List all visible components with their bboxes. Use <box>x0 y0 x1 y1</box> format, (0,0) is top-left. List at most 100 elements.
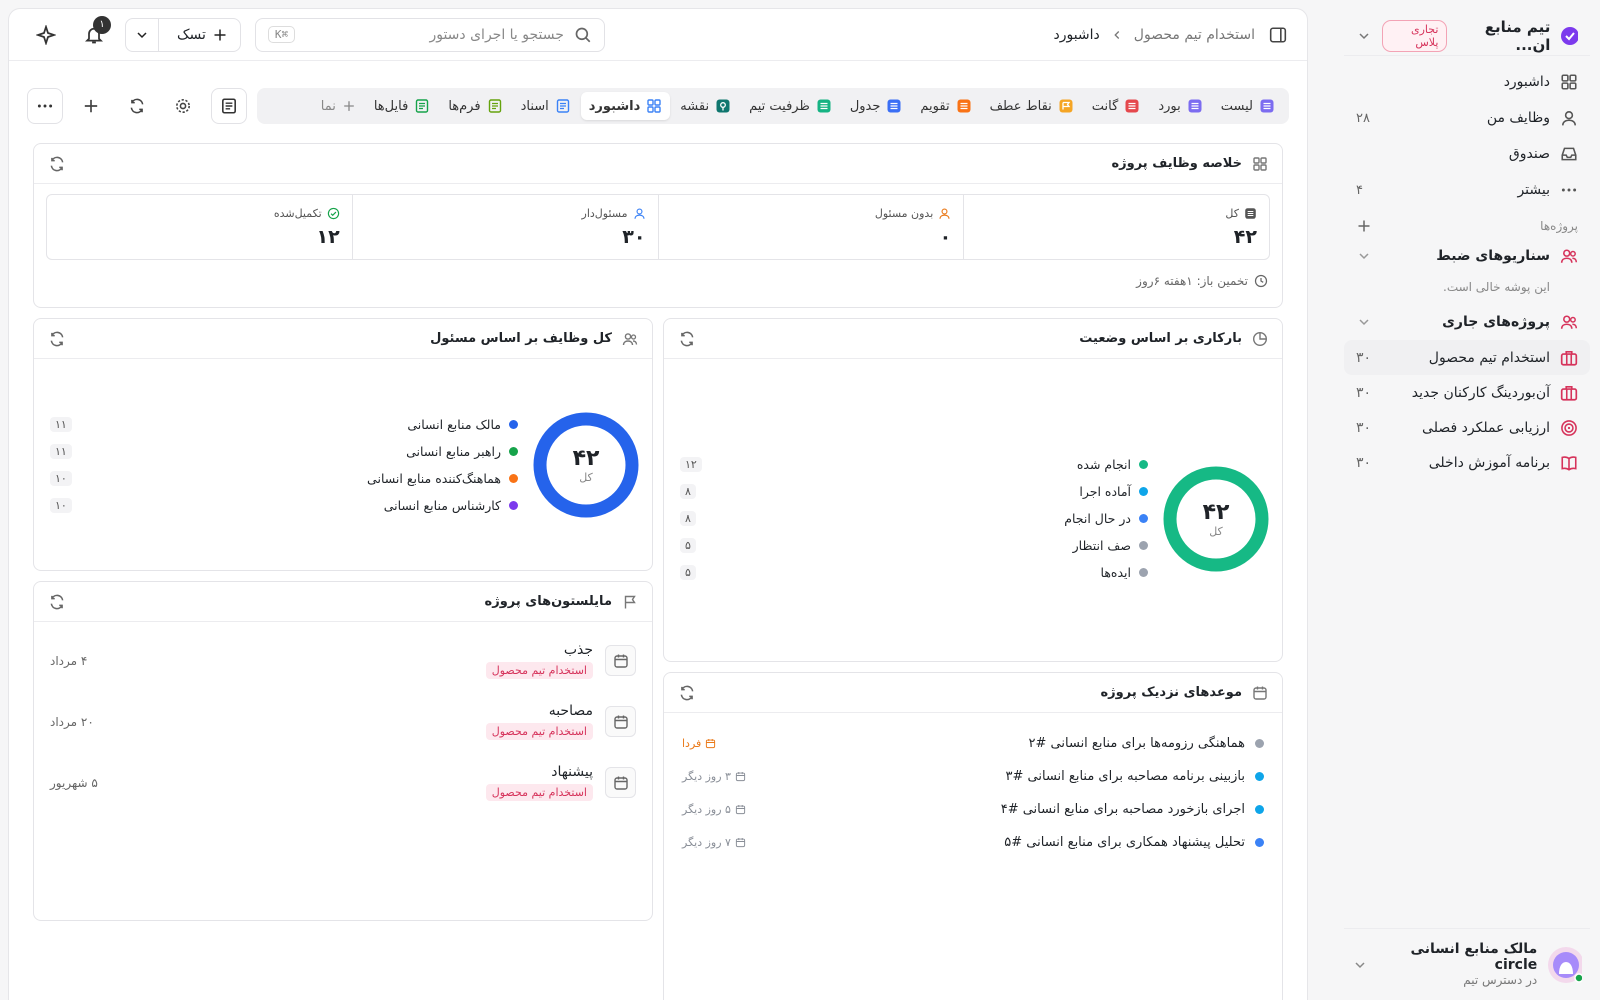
deadlines-card: موعدهای نزدیک پروژه هماهنگی رزومه‌ها برای… <box>663 672 1283 1000</box>
nav-item[interactable]: صندوق <box>1344 136 1590 172</box>
icon <box>887 99 901 113</box>
workspace-switcher[interactable]: تیم منابع ان... تجاری پلاس <box>1344 16 1590 56</box>
folder[interactable]: پروژه‌های جاری <box>1344 304 1590 340</box>
refresh-button[interactable] <box>678 684 696 702</box>
tab-label: جدول <box>849 98 881 114</box>
status-dot <box>1255 739 1264 748</box>
stat-value: ۰ <box>939 226 952 248</box>
icon <box>344 101 354 111</box>
card-title: کل وظایف بر اساس مسئول <box>430 331 612 346</box>
donut-ring <box>533 412 639 518</box>
tab-label: نقاط عطف <box>989 98 1052 114</box>
tab-label: بورد <box>1158 98 1181 114</box>
nav-item[interactable]: داشبورد <box>1344 64 1590 100</box>
milestone[interactable]: جذب استخدام تیم محصول ۴ مرداد <box>34 630 652 691</box>
legend-item: صف انتظار ۵ <box>680 536 1148 555</box>
toolbar-settings[interactable] <box>165 88 201 124</box>
notifications[interactable]: ۱ <box>77 15 111 52</box>
donut-total: ۴۲ <box>572 446 600 471</box>
milestone-tag: استخدام تیم محصول <box>485 784 593 801</box>
add-view[interactable]: نما <box>313 92 364 120</box>
icon <box>1561 455 1577 471</box>
icon <box>735 805 746 815</box>
project-item[interactable]: استخدام تیم محصول ۳۰ <box>1344 340 1590 375</box>
refresh-button[interactable] <box>48 155 66 173</box>
icon <box>214 29 226 40</box>
milestone-name: جذب <box>563 642 593 658</box>
project-count: ۳۰ <box>1356 419 1372 436</box>
deadline-title: تحلیل پیشنهاد همکاری برای منابع انسانی #… <box>1004 835 1245 850</box>
icon <box>633 208 645 219</box>
project-name: برنامه آموزش داخلی <box>1428 454 1550 471</box>
deadline-item[interactable]: هماهنگی رزومه‌ها برای منابع انسانی #۲ فرد… <box>664 727 1282 760</box>
breadcrumb-item: استخدام تیم محصول <box>1133 26 1255 43</box>
view-tab[interactable]: گانت <box>1084 92 1149 120</box>
view-tab[interactable]: تقویم <box>912 92 979 120</box>
project-item[interactable]: برنامه آموزش داخلی ۳۰ <box>1344 445 1590 480</box>
project-item[interactable]: ارزیابی عملکرد فصلی ۳۰ <box>1344 410 1590 445</box>
project-item[interactable]: آن‌بوردینگ کارکنان جدید ۳۰ <box>1344 375 1590 410</box>
search-box[interactable]: جستجو یا اجرای دستور ⌘K <box>254 17 605 52</box>
view-tab[interactable]: جدول <box>842 92 911 120</box>
icon <box>1561 147 1577 161</box>
legend-item: کارشناس منابع انسانی ۱۰ <box>50 496 518 515</box>
nav-label: داشبورد <box>1503 74 1550 90</box>
stat: کل ۴۲ <box>963 195 1269 259</box>
view-tab[interactable]: داشبورد <box>580 92 671 120</box>
donut-label: کل <box>1209 524 1223 538</box>
legend-count: ۱۱ <box>50 417 72 432</box>
view-tab[interactable]: فایل‌ها <box>366 92 438 120</box>
refresh-button[interactable] <box>678 330 696 348</box>
donut-label: کل <box>579 471 593 484</box>
milestone-date: ۲۰ مرداد <box>50 714 94 729</box>
view-tab[interactable]: اسناد <box>513 92 579 120</box>
card-title: مایلستون‌های پروژه <box>484 594 612 609</box>
toolbar-docs[interactable] <box>211 88 247 124</box>
deadline-item[interactable]: اجرای بازخورد مصاحبه برای منابع انسانی #… <box>664 793 1282 826</box>
user-menu[interactable]: مالک منابع انسانی circle در دسترس تیم <box>1344 928 1590 1000</box>
folder[interactable]: سناریوهای ضبط <box>1344 238 1590 274</box>
icon <box>1253 156 1267 171</box>
status-dot <box>1255 805 1264 814</box>
milestone[interactable]: پیشنهاد استخدام تیم محصول ۵ شهریور <box>34 752 652 813</box>
legend-dot <box>509 501 518 510</box>
toolbar-add[interactable] <box>73 88 109 124</box>
status-dot <box>1255 838 1264 847</box>
ai-button[interactable] <box>29 18 63 52</box>
legend-label: راهبر منابع انسانی <box>406 444 501 459</box>
top-bar: استخدام تیم محصول داشبورد جستجو یا اجرای … <box>9 9 1307 61</box>
milestone[interactable]: مصاحبه استخدام تیم محصول ۲۰ مرداد <box>34 691 652 752</box>
refresh-button[interactable] <box>48 330 66 348</box>
toolbar-refresh[interactable] <box>119 88 155 124</box>
milestone-tag: استخدام تیم محصول <box>485 662 593 679</box>
breadcrumb-current: داشبورد <box>1053 26 1100 43</box>
view-tab[interactable]: بورد <box>1150 92 1210 120</box>
new-task-button[interactable]: تسک <box>125 17 241 52</box>
folder-name: سناریوهای ضبط <box>1436 248 1550 264</box>
deadline-item[interactable]: بازبینی برنامه مصاحبه برای منابع انسانی … <box>664 760 1282 793</box>
milestone-date: ۴ مرداد <box>50 653 88 668</box>
view-tab[interactable]: لیست <box>1213 92 1283 120</box>
toolbar-more[interactable] <box>27 88 63 124</box>
deadline-item[interactable]: تحلیل پیشنهاد همکاری برای منابع انسانی #… <box>664 826 1282 859</box>
add-project[interactable] <box>1356 218 1372 234</box>
view-tab[interactable]: فرم‌ها <box>440 92 510 120</box>
legend-label: مالک منابع انسانی <box>407 417 501 432</box>
view-tab[interactable]: نقاط عطف <box>982 92 1082 120</box>
legend-item: مالک منابع انسانی ۱۱ <box>50 415 518 434</box>
legend-dot <box>1139 487 1148 496</box>
icon <box>1059 99 1073 113</box>
nav-item[interactable]: وظایف من ۲۸ <box>1344 100 1590 136</box>
nav-item[interactable]: بیشتر ۴ <box>1344 172 1590 208</box>
view-tab[interactable]: نقشه <box>672 92 739 120</box>
view-tab[interactable]: ظرفیت تیم <box>741 92 840 120</box>
stat: مسئول‌دار ۳۰ <box>351 195 658 259</box>
shortcut: ⌘K <box>267 26 296 43</box>
avatar <box>1548 946 1582 983</box>
icon <box>1253 686 1267 700</box>
refresh-button[interactable] <box>48 593 66 611</box>
icon <box>1245 208 1256 219</box>
workspace-logo <box>1561 26 1578 45</box>
legend-dot <box>509 420 518 429</box>
